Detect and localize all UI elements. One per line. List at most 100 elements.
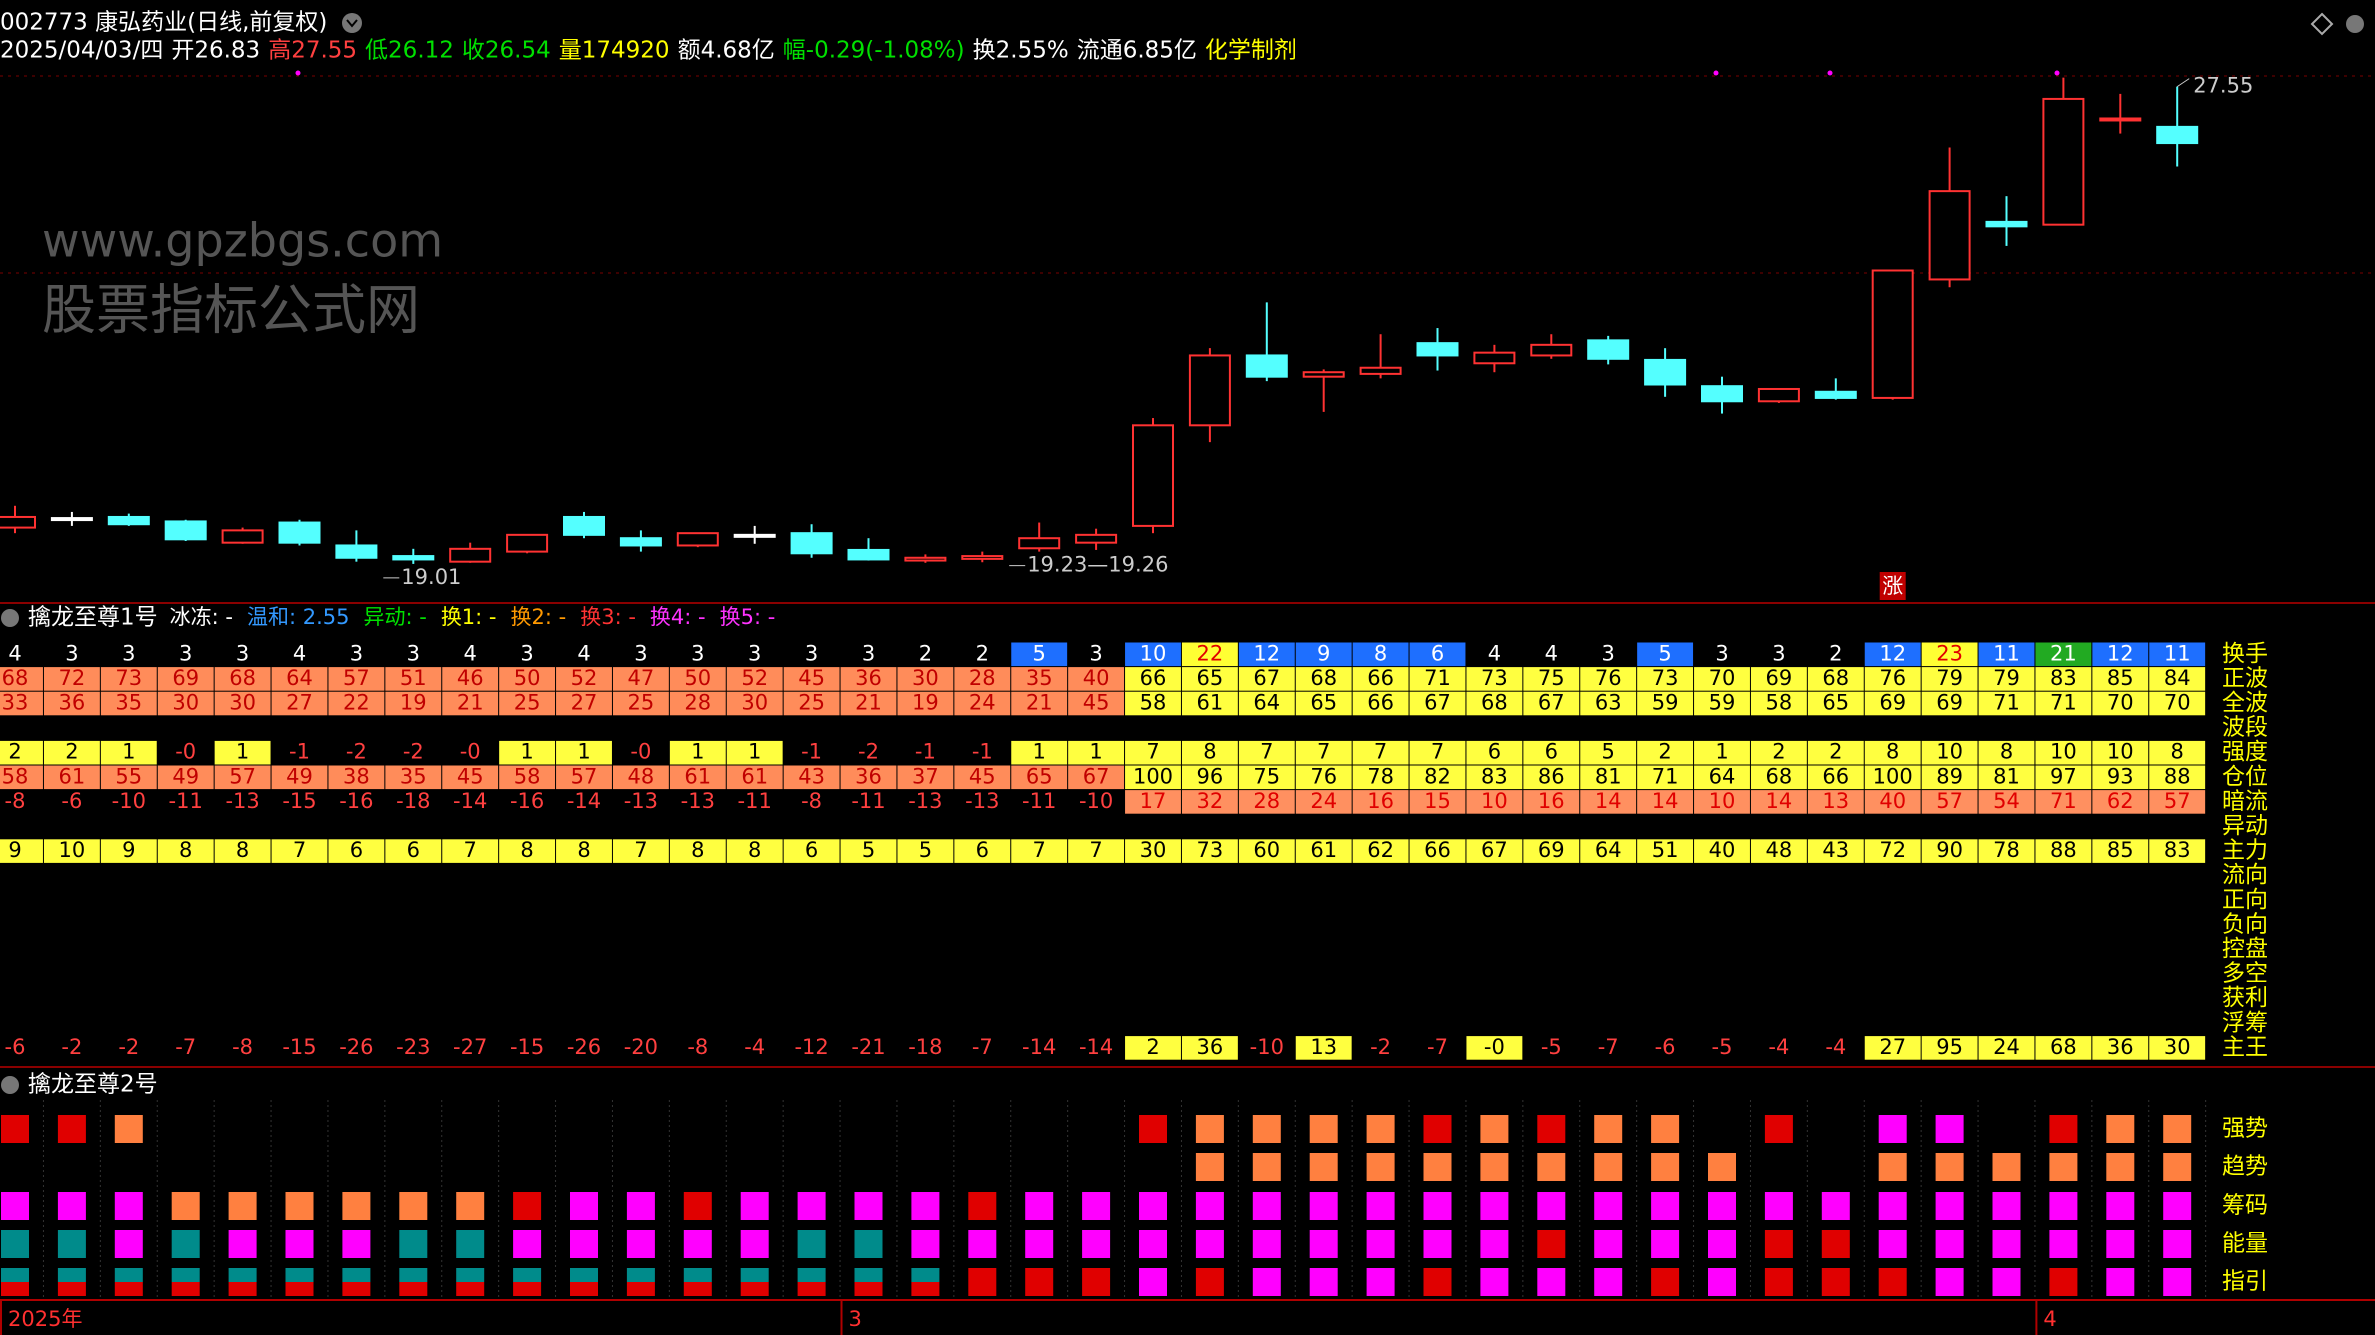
table-value: 45 xyxy=(457,764,484,788)
table-cell xyxy=(1181,1036,1238,1060)
table-value: 76 xyxy=(1879,666,1906,690)
table-value: 1 xyxy=(748,740,761,764)
table-value: 5 xyxy=(1602,740,1615,764)
table-cell xyxy=(1238,740,1295,765)
table-value: 3 xyxy=(122,641,135,665)
table-cell xyxy=(897,839,954,863)
dropdown-icon[interactable] xyxy=(342,13,362,33)
table-cell xyxy=(1181,740,1238,765)
table-value: 69 xyxy=(1538,838,1565,862)
table-cell xyxy=(1864,839,1921,863)
table-value: 15 xyxy=(1424,789,1451,813)
table-value: 58 xyxy=(1140,691,1167,715)
signal-square xyxy=(1764,1192,1793,1220)
table-value: -4 xyxy=(1768,1035,1789,1059)
signal-square xyxy=(1195,1153,1224,1181)
table-cell xyxy=(157,691,214,716)
indicator-param: 换3: - xyxy=(580,605,636,629)
signal-square xyxy=(399,1268,428,1282)
table-cell xyxy=(612,667,669,691)
table-cell xyxy=(43,839,100,863)
table-cell xyxy=(2035,642,2092,667)
table-cell xyxy=(214,765,271,790)
signal-square xyxy=(570,1268,598,1282)
dropdown-arrow xyxy=(346,19,358,28)
table-cell xyxy=(1978,740,2035,765)
row-label: 趋势 xyxy=(2222,1154,2268,1180)
table-cell xyxy=(0,740,43,765)
signal-square xyxy=(570,1192,598,1220)
table-cell xyxy=(1125,790,1181,814)
table-value: -2 xyxy=(61,1035,82,1059)
table-cell xyxy=(1011,642,1068,667)
panel-toggle[interactable] xyxy=(1,1076,19,1094)
signal-square xyxy=(1480,1115,1509,1143)
candle-body xyxy=(1530,343,1573,357)
table-value: 5 xyxy=(1033,641,1046,665)
signal-square xyxy=(911,1282,940,1296)
table-cell xyxy=(1466,765,1523,790)
table-cell xyxy=(442,839,499,863)
table-value: -11 xyxy=(738,789,772,813)
signal-square xyxy=(1366,1230,1395,1258)
signal-square xyxy=(2106,1268,2135,1296)
table-value: -2 xyxy=(118,1035,139,1059)
table-value: 1 xyxy=(1089,740,1102,764)
quote-field: 开26.83 xyxy=(171,38,260,64)
row-label: 异动 xyxy=(2222,813,2268,839)
table-value: 50 xyxy=(514,666,541,690)
table-value: 25 xyxy=(628,691,655,715)
quote-field: 2025/04/03/四 xyxy=(0,38,163,64)
table-cell xyxy=(669,839,726,863)
marker-dot xyxy=(295,70,301,76)
table-cell xyxy=(1466,667,1523,691)
table-cell xyxy=(1864,691,1921,716)
panel-toggle[interactable] xyxy=(1,609,19,627)
table-value: 36 xyxy=(59,691,86,715)
table-value: -23 xyxy=(396,1035,430,1059)
table-cell xyxy=(1580,1036,1637,1060)
signal-square xyxy=(2106,1153,2135,1181)
table-value: 9 xyxy=(122,838,135,862)
table-value: -7 xyxy=(1598,1035,1619,1059)
table-value: 8 xyxy=(236,838,249,862)
signal-square xyxy=(570,1230,598,1258)
table-cell xyxy=(214,667,271,691)
table-value: 25 xyxy=(514,691,541,715)
signal-square xyxy=(456,1192,485,1220)
table-value: 48 xyxy=(628,764,655,788)
table-value: 69 xyxy=(172,666,199,690)
table-value: 66 xyxy=(1367,691,1394,715)
table-value: 38 xyxy=(343,764,370,788)
signal-square xyxy=(2106,1115,2135,1143)
table-value: -14 xyxy=(1079,1035,1113,1059)
table-value: 8 xyxy=(1203,740,1216,764)
table-cell xyxy=(1523,667,1580,691)
x-tick-label: 4 xyxy=(2043,1307,2056,1331)
stock-title: 002773 康弘药业(日线,前复权) xyxy=(0,10,327,36)
settings-icon[interactable] xyxy=(2346,15,2364,33)
table-value: 8 xyxy=(1374,641,1387,665)
table-value: 17 xyxy=(1140,789,1167,813)
table-cell xyxy=(1864,642,1921,667)
table-cell xyxy=(556,740,612,765)
table-value: 81 xyxy=(1595,764,1622,788)
table-cell xyxy=(1694,839,1750,863)
table-cell xyxy=(1523,740,1580,765)
table-cell xyxy=(271,642,328,667)
table-value: 90 xyxy=(1936,838,1963,862)
table-cell xyxy=(1580,642,1637,667)
table-value: 75 xyxy=(1538,666,1565,690)
table-value: 59 xyxy=(1652,691,1679,715)
menu-icon[interactable] xyxy=(2310,12,2334,36)
signal-square xyxy=(1878,1192,1907,1220)
table-value: 55 xyxy=(115,764,142,788)
table-cell xyxy=(897,1036,954,1060)
table-cell xyxy=(1864,790,1921,814)
table-value: 78 xyxy=(1367,764,1394,788)
table-cell xyxy=(1011,839,1068,863)
x-tick-label: 2025年 xyxy=(8,1307,82,1331)
table-cell xyxy=(612,839,669,863)
signal-square xyxy=(1025,1192,1054,1220)
table-cell xyxy=(100,765,157,790)
